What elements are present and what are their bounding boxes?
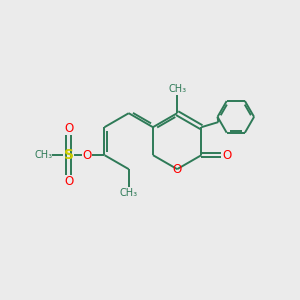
Text: O: O <box>222 149 232 162</box>
Text: CH₃: CH₃ <box>120 188 138 198</box>
Text: O: O <box>64 175 73 188</box>
Text: O: O <box>172 163 182 176</box>
Text: S: S <box>64 148 74 162</box>
Text: CH₃: CH₃ <box>35 150 53 160</box>
Text: O: O <box>82 149 92 162</box>
Text: CH₃: CH₃ <box>168 84 186 94</box>
Text: O: O <box>64 122 73 135</box>
